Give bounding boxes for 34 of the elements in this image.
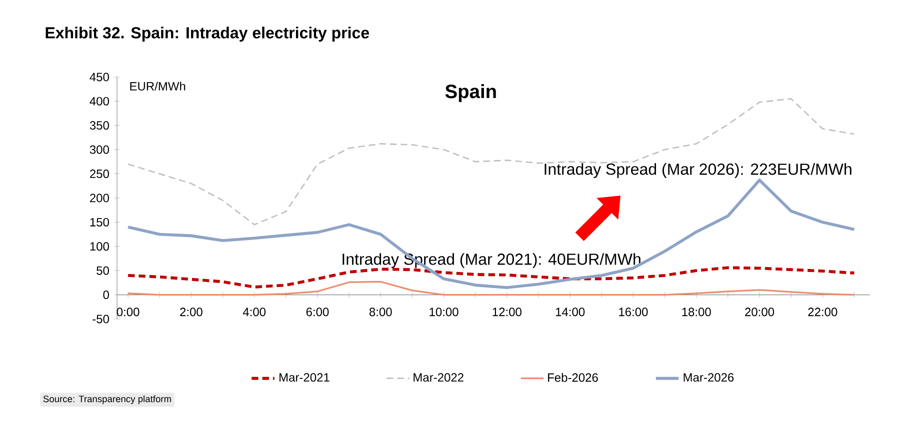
x-tick-label: 12:00 xyxy=(492,308,522,316)
x-tick-label: 10:00 xyxy=(430,308,458,316)
legend-label: Mar-2021 xyxy=(280,373,330,382)
source-note: Source: Transparency platform xyxy=(43,395,171,404)
y-axis-title: EUR/MWh xyxy=(130,82,186,91)
y-tick-label: 250 xyxy=(90,170,109,178)
x-tick-label: 16:00 xyxy=(619,308,648,316)
chart-title: Exhibit 32. Spain: Intraday electricity price xyxy=(46,26,370,42)
y-tick-label: 100 xyxy=(90,242,109,251)
x-tick-label: 22:00 xyxy=(808,308,838,316)
x-tick-label: 14:00 xyxy=(556,308,585,316)
annotation: Intraday Spread (Mar 2026): 223EUR/MWh xyxy=(544,163,852,178)
x-tick-label: 4:00 xyxy=(242,308,266,316)
x-tick-label: 2:00 xyxy=(180,308,202,316)
y-tick-label: 200 xyxy=(90,194,109,202)
x-tick-label: 0:00 xyxy=(116,308,140,316)
y-tick-label: 400 xyxy=(90,96,109,106)
x-tick-label: 18:00 xyxy=(682,308,711,316)
y-tick-label: 0 xyxy=(103,290,109,300)
y-tick-label: 150 xyxy=(90,218,109,226)
y-tick-label: 350 xyxy=(90,121,109,130)
y-tick-label: 50 xyxy=(96,266,109,275)
y-tick-label: -50 xyxy=(92,314,109,324)
chart-subtitle: Spain xyxy=(445,84,496,102)
x-tick-label: 6:00 xyxy=(306,308,329,316)
y-tick-label: 450 xyxy=(90,72,109,82)
x-tick-label: 20:00 xyxy=(745,308,774,316)
legend-label: Mar-2022 xyxy=(414,373,464,382)
line-series xyxy=(126,266,856,289)
legend-label: Feb-2026 xyxy=(548,372,598,382)
legend-label: Mar-2026 xyxy=(684,373,734,382)
line-series xyxy=(126,178,856,290)
y-tick-label: 300 xyxy=(90,145,109,154)
x-tick-label: 8:00 xyxy=(369,308,392,316)
